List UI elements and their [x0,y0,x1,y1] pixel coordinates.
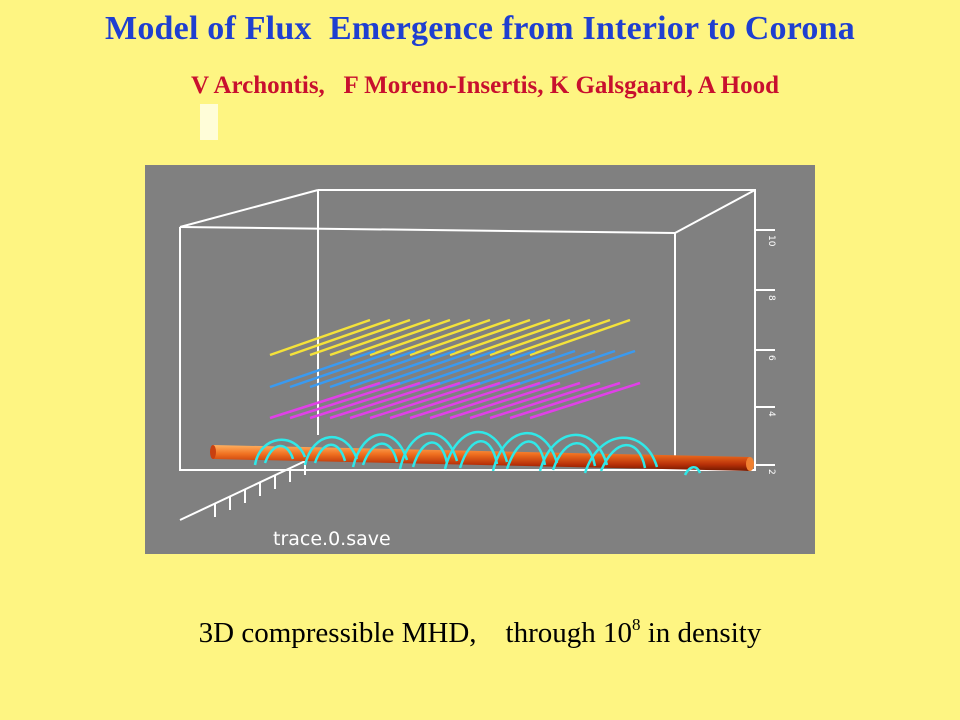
flux-tube [210,445,754,471]
axis-tick-8: 8 [766,295,776,301]
axis-tick-10: 10 [766,235,776,247]
file-label: trace.0.save [273,528,391,550]
bounding-box [179,189,756,471]
yellow-field-lines [269,318,631,357]
caption-text: 3D compressible MHD, through 10 [198,617,632,649]
decorative-bar [200,104,218,140]
caption-exponent: 8 [632,615,641,634]
right-axis [755,229,775,466]
axis-tick-6: 6 [766,355,776,361]
magenta-field-lines [269,381,641,420]
axis-tick-2: 2 [766,469,776,475]
axis-tick-4: 4 [766,411,776,417]
slide-title: Model of Flux Emergence from Interior to… [105,10,855,47]
simulation-render: 10 8 6 4 2 [179,189,776,550]
depth-axis [179,454,319,521]
cyan-twist-lines [253,430,702,476]
caption-text-end: in density [640,617,762,649]
simulation-figure: 10 8 6 4 2 [145,165,815,554]
slide-authors: V Archontis, F Moreno-Insertis, K Galsga… [190,72,779,99]
slide-caption: 3D compressible MHD, through 108 in dens… [0,615,960,650]
blue-field-lines [269,349,636,389]
